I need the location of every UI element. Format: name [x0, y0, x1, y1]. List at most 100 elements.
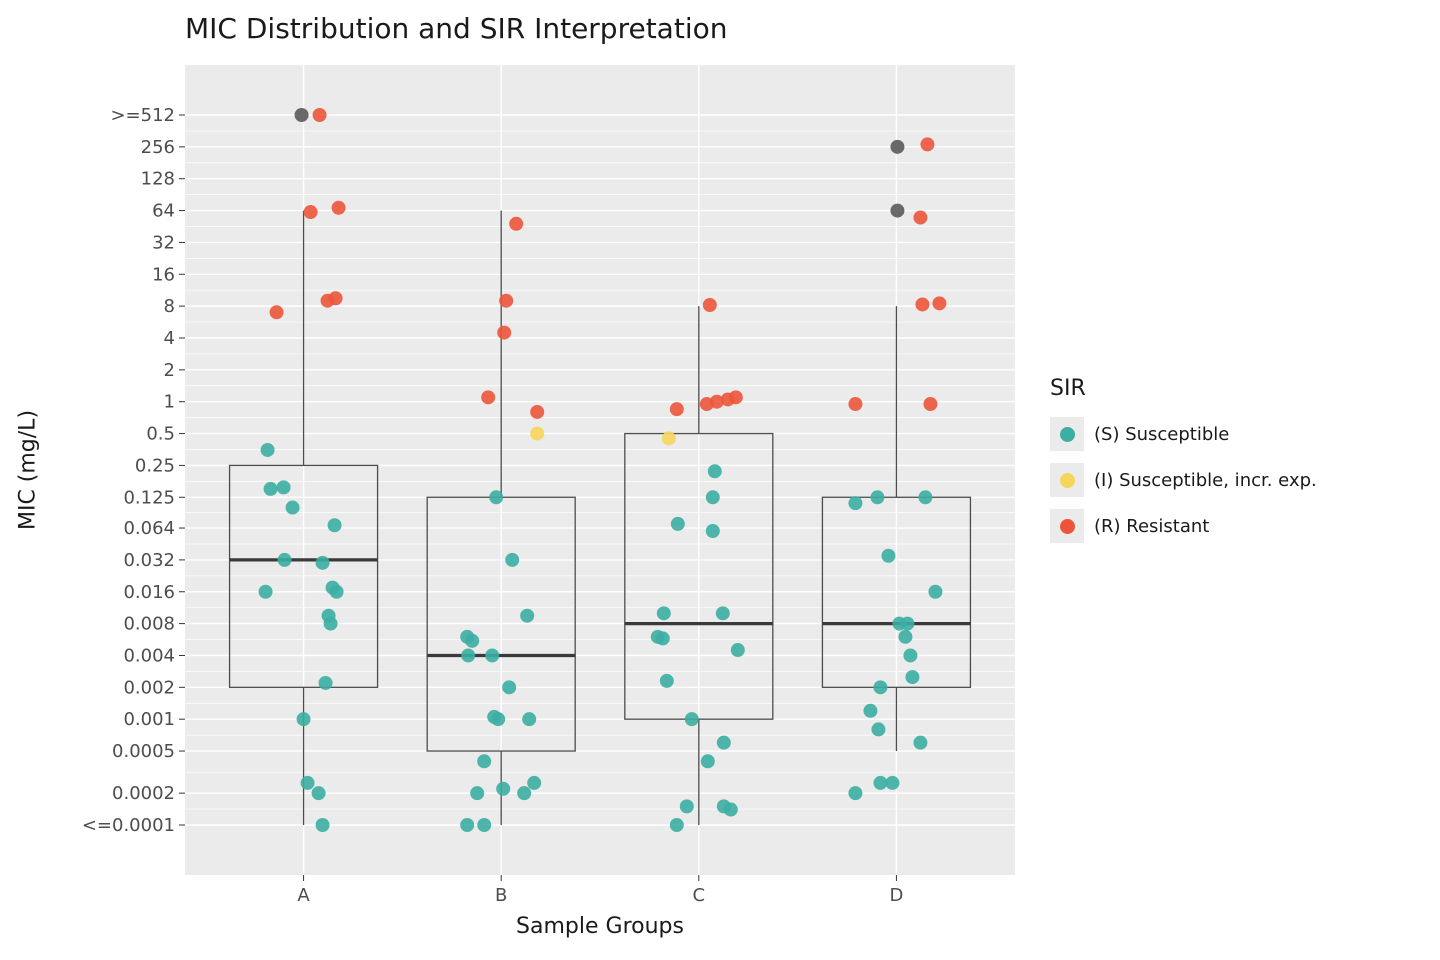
data-point-r: [312, 108, 327, 122]
data-point-s: [460, 818, 475, 832]
y-tick-label: 64: [152, 201, 175, 222]
susceptible-dot-icon: [1059, 426, 1075, 442]
boxplot-box: [821, 496, 972, 688]
boxplot-box: [228, 464, 379, 688]
data-point-s: [517, 786, 532, 801]
y-tick-label: >=512: [110, 105, 175, 126]
y-tick-label: 2: [164, 360, 175, 381]
data-point-r: [709, 394, 724, 409]
data-point-na: [890, 139, 905, 154]
data-point-s: [655, 631, 670, 646]
data-point-s: [679, 799, 694, 814]
data-point-s: [329, 584, 344, 599]
data-point-r: [932, 296, 947, 311]
data-point-s: [870, 490, 885, 505]
data-point-s: [491, 712, 506, 727]
data-point-i: [661, 431, 676, 446]
data-point-s: [863, 703, 878, 718]
data-point-s: [258, 584, 273, 599]
y-tick-label: 0.016: [123, 582, 175, 603]
legend-entry-susceptible: (S) Susceptible: [1050, 417, 1317, 451]
data-point-r: [497, 325, 512, 340]
data-point-s: [318, 675, 333, 690]
data-point-s: [520, 608, 535, 623]
data-point-s: [315, 818, 330, 832]
y-tick-label: 1: [164, 392, 175, 413]
legend-title: SIR: [1050, 376, 1086, 401]
x-tick-label: B: [495, 885, 507, 906]
data-point-s: [918, 490, 933, 505]
x-axis-title: Sample Groups: [516, 914, 684, 939]
data-point-s: [260, 442, 275, 457]
intermediate-dot-icon: [1059, 472, 1075, 488]
data-point-s: [873, 680, 888, 695]
data-point-s: [670, 516, 685, 531]
data-point-r: [702, 298, 717, 313]
y-tick-label: 0.0002: [112, 783, 175, 804]
data-point-r: [530, 404, 545, 419]
data-point-s: [716, 735, 731, 750]
data-point-r: [303, 205, 318, 220]
data-point-r: [923, 397, 938, 412]
data-point-s: [715, 606, 730, 621]
y-tick-label: <=0.0001: [82, 815, 175, 836]
data-point-s: [505, 552, 520, 567]
y-tick-label: 4: [164, 328, 175, 349]
data-point-s: [881, 548, 896, 563]
y-tick-label: 0.001: [123, 709, 175, 730]
legend-key-susceptible: [1050, 417, 1084, 451]
data-point-s: [477, 818, 492, 832]
legend: SIR (S) Susceptible (I) Susceptible, inc…: [1050, 376, 1317, 555]
y-tick-label: 0.25: [135, 455, 175, 476]
data-point-r: [669, 402, 684, 417]
y-tick-label: 0.004: [123, 645, 175, 666]
data-point-r: [481, 390, 496, 405]
legend-label-resistant: (R) Resistant: [1094, 515, 1210, 537]
data-point-r: [328, 291, 343, 306]
data-point-r: [269, 305, 284, 320]
data-point-s: [730, 643, 745, 658]
x-tick-label: D: [889, 885, 903, 906]
y-tick-label: 128: [141, 169, 175, 190]
panel-background: [185, 65, 1015, 875]
y-tick-label: 0.032: [123, 550, 175, 571]
legend-entry-intermediate: (I) Susceptible, incr. exp.: [1050, 463, 1317, 497]
data-point-s: [900, 616, 915, 631]
data-point-s: [659, 673, 674, 688]
data-point-r: [331, 200, 346, 215]
data-point-s: [723, 802, 738, 817]
y-tick-label: 0.5: [146, 424, 175, 445]
legend-label-intermediate: (I) Susceptible, incr. exp.: [1094, 469, 1317, 491]
data-point-s: [477, 754, 492, 769]
data-point-s: [527, 775, 542, 790]
data-point-s: [898, 629, 913, 644]
y-tick-label: 0.125: [123, 487, 175, 508]
data-point-s: [315, 555, 330, 570]
data-point-r: [848, 397, 863, 412]
data-point-s: [276, 480, 291, 495]
legend-label-susceptible: (S) Susceptible: [1094, 423, 1230, 445]
data-point-s: [285, 500, 300, 515]
data-point-s: [502, 680, 517, 695]
data-point-s: [277, 552, 292, 567]
y-tick-label: 8: [164, 296, 175, 317]
legend-entry-resistant: (R) Resistant: [1050, 509, 1317, 543]
data-point-r: [728, 390, 743, 405]
data-point-s: [705, 524, 720, 539]
data-point-s: [496, 781, 511, 796]
x-tick-label: C: [693, 885, 706, 906]
data-point-s: [871, 722, 886, 737]
data-point-s: [903, 648, 918, 663]
x-tick-label: A: [297, 885, 310, 906]
data-point-s: [263, 481, 278, 496]
data-point-s: [327, 518, 342, 533]
data-point-s: [913, 735, 928, 750]
legend-key-resistant: [1050, 509, 1084, 543]
data-point-s: [485, 648, 500, 663]
data-point-s: [669, 818, 684, 832]
y-tick-label: 0.002: [123, 677, 175, 698]
y-tick-label: 32: [152, 232, 175, 253]
data-point-s: [885, 775, 900, 790]
data-point-s: [300, 775, 315, 790]
